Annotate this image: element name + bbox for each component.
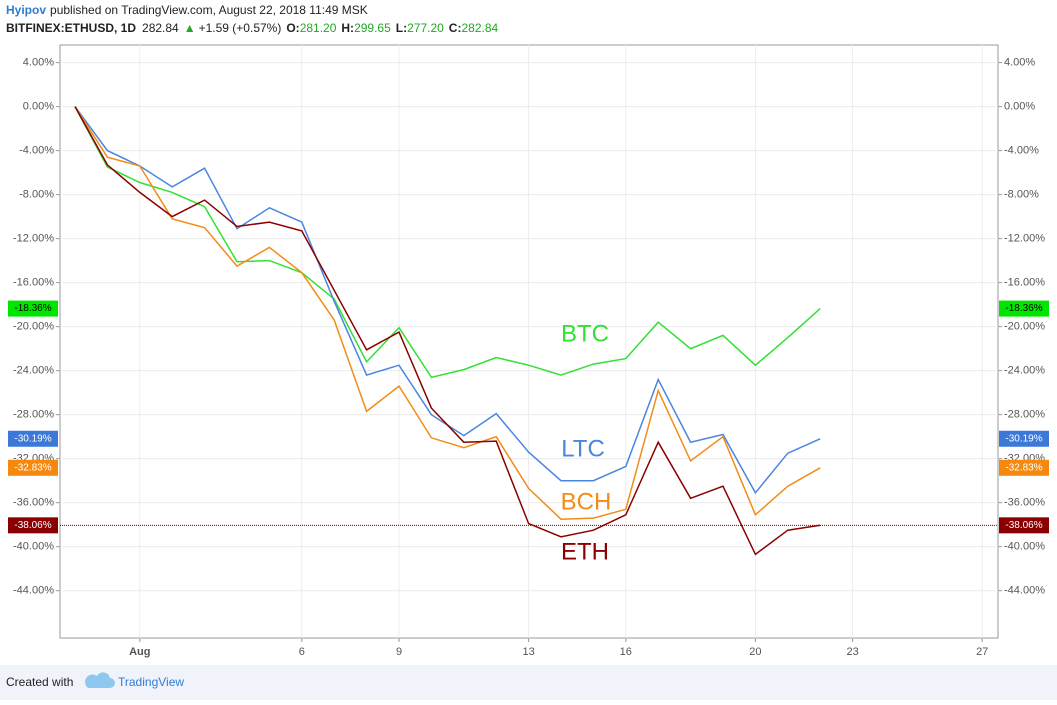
value-badge — [999, 300, 1049, 317]
x-tick-label: 13 — [522, 646, 534, 658]
y-tick-label: -36.00% — [13, 497, 54, 509]
y-tick-label: 0.00% — [23, 101, 54, 113]
value-badge-label: -38.06% — [14, 520, 51, 531]
y-tick-label: -12.00% — [1004, 233, 1045, 245]
close: 282.84 — [461, 21, 498, 35]
y-tick-label: -40.00% — [13, 541, 54, 553]
y-tick-label: -24.00% — [1004, 365, 1045, 377]
high: 299.65 — [354, 21, 391, 35]
x-tick-label: 6 — [299, 646, 305, 658]
open: 281.20 — [300, 21, 337, 35]
author[interactable]: Hyipov — [6, 3, 46, 17]
y-tick-label: -28.00% — [1004, 409, 1045, 421]
y-tick-label: -12.00% — [13, 233, 54, 245]
y-tick-label: 4.00% — [1004, 57, 1035, 69]
series-label: BCH — [561, 488, 612, 515]
y-tick-label: -4.00% — [1004, 145, 1039, 157]
series-label: LTC — [561, 435, 605, 462]
value-badge — [8, 459, 58, 476]
x-tick-label: 9 — [396, 646, 402, 658]
symbol-line: BITFINEX:ETHUSD, 1D 282.84 ▲ +1.59 (+0.57%)… — [6, 21, 498, 35]
low-label: L: — [396, 21, 407, 35]
footer-bar — [0, 665, 1057, 700]
x-tick-label: 16 — [620, 646, 632, 658]
y-tick-label: 0.00% — [1004, 101, 1035, 113]
series-label: BTC — [561, 320, 609, 347]
up-arrow: ▲ — [184, 21, 196, 35]
y-tick-label: -4.00% — [19, 145, 54, 157]
value-badge — [8, 300, 58, 317]
value-badge-label: -38.06% — [1005, 520, 1042, 531]
x-tick-label: 27 — [976, 646, 988, 658]
y-tick-label: -36.00% — [1004, 497, 1045, 509]
high-label: H: — [341, 21, 354, 35]
value-badge — [999, 517, 1049, 534]
y-tick-label: -16.00% — [13, 277, 54, 289]
y-tick-label: -44.00% — [13, 585, 54, 597]
value-badge-label: -32.83% — [14, 462, 51, 473]
change: +1.59 (+0.57%) — [199, 21, 282, 35]
y-tick-label: -24.00% — [13, 365, 54, 377]
value-badge — [8, 430, 58, 447]
close-label: C: — [449, 21, 462, 35]
published: published on TradingView.com, August 22,… — [50, 3, 368, 17]
brand-logo — [85, 672, 115, 688]
y-tick-label: 4.00% — [23, 57, 54, 69]
y-tick-label: -16.00% — [1004, 277, 1045, 289]
series-line — [74, 106, 821, 379]
open-label: O: — [286, 21, 299, 35]
value-badge — [999, 430, 1049, 447]
value-badge-label: -32.83% — [1005, 462, 1042, 473]
y-tick-label: -40.00% — [1004, 541, 1045, 553]
x-tick-label: 23 — [846, 646, 858, 658]
value-badge-label: -18.36% — [1005, 303, 1042, 314]
y-tick-label: -44.00% — [1004, 585, 1045, 597]
x-tick-label: 20 — [749, 646, 761, 658]
series-label: ETH — [561, 538, 609, 565]
value-badge-label: -30.19% — [14, 433, 51, 444]
low: 277.20 — [407, 21, 444, 35]
value-badge-label: -18.36% — [14, 303, 51, 314]
y-tick-label: -20.00% — [13, 321, 54, 333]
value-badge — [999, 459, 1049, 476]
y-tick-label: -8.00% — [1004, 189, 1039, 201]
value-badge-label: -30.19% — [1005, 433, 1042, 444]
last: 282.84 — [142, 21, 179, 35]
series-line — [74, 106, 821, 520]
series-line — [74, 106, 821, 556]
footer-created: Created with — [6, 675, 73, 689]
header-line: Hyipov published on TradingView.com, Augu… — [6, 3, 368, 17]
y-tick-label: -20.00% — [1004, 321, 1045, 333]
symbol: BITFINEX:ETHUSD, 1D — [6, 21, 136, 35]
value-badge — [8, 517, 58, 534]
y-tick-label: -8.00% — [19, 189, 54, 201]
y-tick-label: -28.00% — [13, 409, 54, 421]
footer-brand[interactable]: TradingView — [118, 675, 184, 689]
x-tick-label: Aug — [129, 646, 150, 658]
